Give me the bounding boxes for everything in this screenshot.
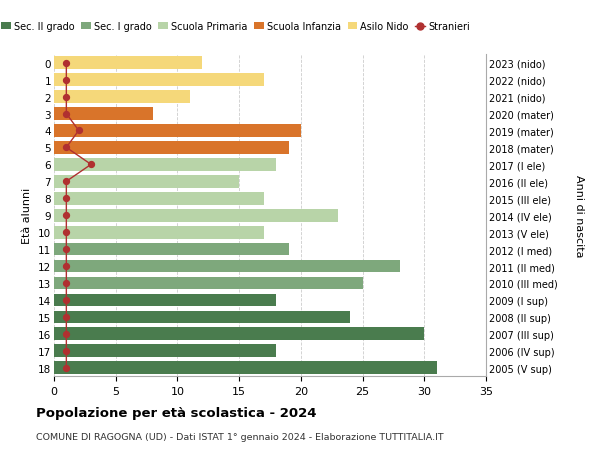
Bar: [54, 108, 153, 121]
Bar: [54, 328, 424, 341]
Bar: [54, 74, 264, 87]
Bar: [54, 243, 289, 256]
Point: [62, 178, 71, 185]
Bar: [54, 91, 190, 104]
Point: [62, 297, 71, 304]
Point: [62, 246, 71, 253]
Text: Popolazione per età scolastica - 2024: Popolazione per età scolastica - 2024: [36, 406, 317, 419]
Point: [62, 313, 71, 321]
Bar: [54, 142, 289, 154]
Point: [62, 364, 71, 372]
Point: [62, 94, 71, 101]
Legend: Sec. II grado, Sec. I grado, Scuola Primaria, Scuola Infanzia, Asilo Nido, Stran: Sec. II grado, Sec. I grado, Scuola Prim…: [0, 18, 473, 36]
Point: [86, 161, 96, 168]
Point: [62, 195, 71, 202]
Bar: [54, 345, 276, 358]
Bar: [54, 260, 400, 273]
Bar: [54, 175, 239, 188]
Point: [62, 330, 71, 338]
Point: [62, 77, 71, 84]
Point: [62, 229, 71, 236]
Point: [62, 263, 71, 270]
Point: [62, 111, 71, 118]
Bar: [54, 311, 350, 324]
Text: COMUNE DI RAGOGNA (UD) - Dati ISTAT 1° gennaio 2024 - Elaborazione TUTTITALIA.IT: COMUNE DI RAGOGNA (UD) - Dati ISTAT 1° g…: [36, 432, 443, 442]
Point: [74, 128, 83, 135]
Bar: [54, 277, 362, 290]
Point: [62, 60, 71, 67]
Bar: [54, 226, 264, 239]
Point: [62, 347, 71, 355]
Y-axis label: Anni di nascita: Anni di nascita: [574, 174, 584, 257]
Bar: [54, 57, 202, 70]
Point: [62, 212, 71, 219]
Y-axis label: Età alunni: Età alunni: [22, 188, 32, 244]
Bar: [54, 294, 276, 307]
Bar: [54, 159, 276, 171]
Bar: [54, 362, 437, 374]
Bar: [54, 125, 301, 138]
Bar: [54, 209, 338, 222]
Point: [62, 145, 71, 152]
Point: [62, 280, 71, 287]
Bar: [54, 192, 264, 205]
